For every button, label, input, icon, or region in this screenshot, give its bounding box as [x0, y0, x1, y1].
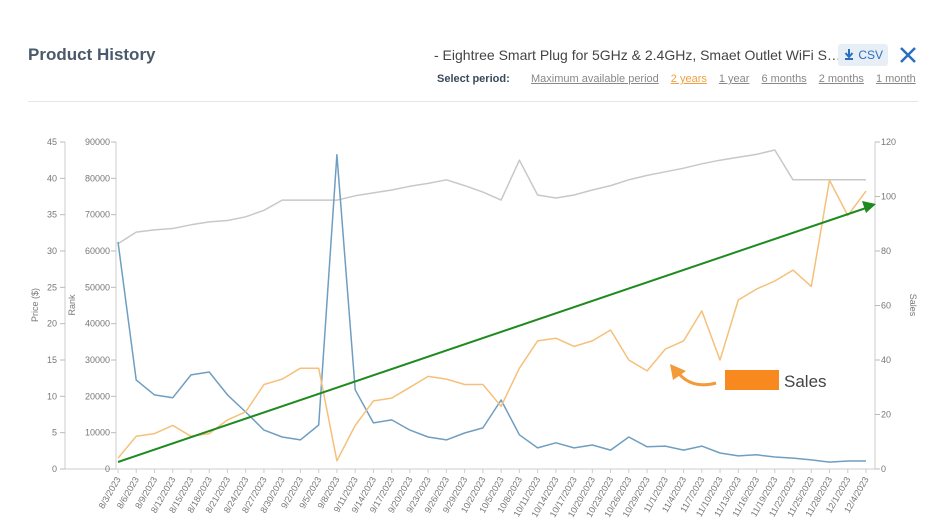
tick-label: 0 — [881, 464, 886, 474]
series-line — [117, 179, 867, 462]
period-option[interactable]: 2 months — [818, 73, 864, 85]
period-label: Select period: — [437, 73, 510, 85]
csv-button[interactable]: CSV — [838, 44, 888, 66]
tick-label: 80 — [881, 246, 891, 256]
tick-label: 120 — [881, 137, 896, 147]
tick-label: 20000 — [85, 391, 110, 401]
tick-label: 0 — [52, 464, 57, 474]
tick-label: 100 — [881, 192, 896, 202]
title: Product History — [28, 45, 156, 64]
csv-label: CSV — [858, 48, 884, 62]
period-options: Maximum available period 2 years 1 year 6 m… — [531, 73, 928, 85]
divider — [28, 101, 918, 102]
tick-label: 20 — [881, 410, 891, 420]
tick-label: 45 — [47, 137, 57, 147]
period-option[interactable]: 2 years — [670, 73, 707, 85]
tick-label: 10000 — [85, 428, 110, 438]
tick-label: 35 — [47, 210, 57, 220]
period-option[interactable]: 6 months — [761, 73, 807, 85]
tick-label: 30 — [47, 246, 57, 256]
tick-label: 70000 — [85, 210, 110, 220]
tick-label: 40 — [881, 355, 891, 365]
y2-axis-title: Sales — [908, 294, 918, 317]
callout-arrow-head — [670, 364, 686, 380]
period-option[interactable]: Maximum available period — [531, 73, 659, 85]
tick-label: 0 — [105, 464, 110, 474]
tick-label: 15 — [47, 355, 57, 365]
tick-label: 90000 — [85, 137, 110, 147]
tick-label: 5 — [52, 428, 57, 438]
rank-axis-title: Rank — [67, 294, 77, 316]
tick-label: 60000 — [85, 246, 110, 256]
series-line — [117, 149, 866, 245]
y-axis-title: Price ($) — [30, 288, 40, 322]
tick-label: 25 — [47, 282, 57, 292]
tick-label: 20 — [47, 319, 57, 329]
tick-label: 10 — [47, 391, 57, 401]
tick-label: 40 — [47, 173, 57, 183]
close-button[interactable] — [898, 44, 918, 66]
tick-label: 80000 — [85, 173, 110, 183]
legend-label: Sales — [784, 372, 827, 391]
tick-label: 60 — [881, 301, 891, 311]
tick-label: 50000 — [85, 282, 110, 292]
trend-arrow-head — [862, 201, 876, 213]
series-line — [117, 153, 866, 463]
product-name: - Eightree Smart Plug for 5GHz & 2.4GHz,… — [434, 47, 841, 63]
download-icon — [844, 49, 854, 60]
tick-label: 40000 — [85, 319, 110, 329]
period-option[interactable]: 1 month — [875, 73, 916, 85]
tick-label: 30000 — [85, 355, 110, 365]
period-option[interactable]: 1 year — [718, 73, 750, 85]
legend-swatch — [725, 370, 779, 390]
trend-arrow — [117, 207, 867, 463]
